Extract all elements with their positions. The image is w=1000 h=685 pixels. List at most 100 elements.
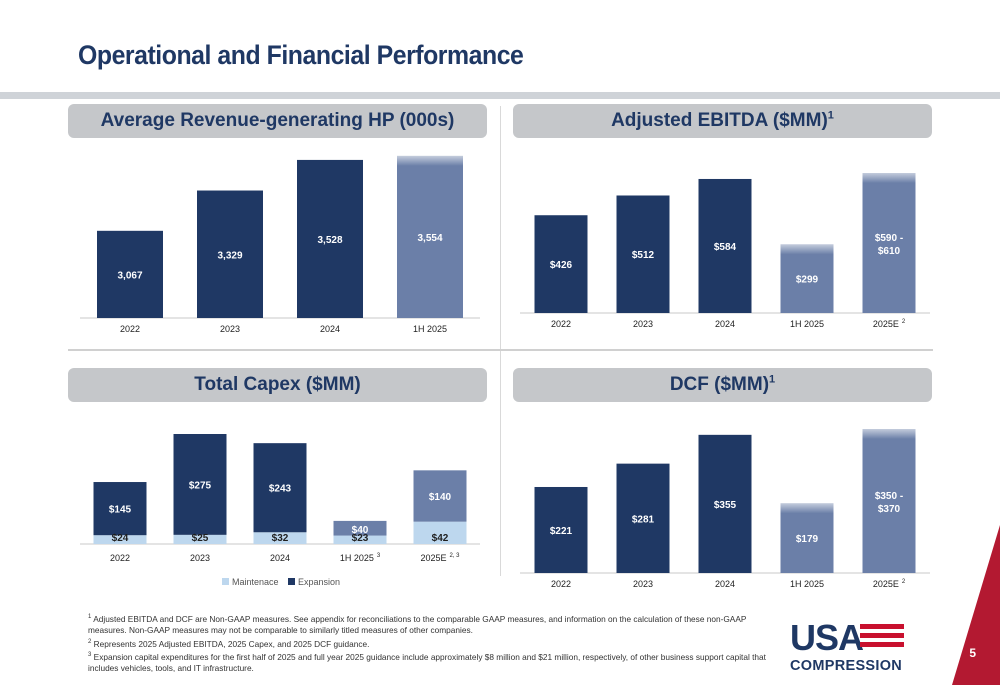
footnotes: 1 Adjusted EBITDA and DCF are Non-GAAP m… — [88, 612, 778, 675]
expansion-bar-1 — [173, 434, 227, 535]
x-tick-label-0: 2022 — [551, 319, 571, 329]
legend-swatch-maintenance — [222, 578, 229, 585]
dcf-data-label-4: $350 -$370 — [875, 491, 903, 515]
dcf-heading-text: DCF ($MM) — [669, 374, 770, 395]
ebitda-data-label-2: $584 — [714, 242, 737, 253]
bar-group-3 — [780, 244, 834, 313]
dcf-heading-sup: 1 — [769, 373, 776, 386]
logo-flag-stripes — [860, 624, 904, 651]
logo-usa-text: USA — [790, 617, 864, 658]
vertical-divider — [500, 106, 501, 576]
bar-3 — [780, 244, 834, 313]
corner-accent — [952, 525, 1000, 685]
dcf-data-label-1: $281 — [632, 514, 655, 525]
bar-1 — [197, 190, 263, 318]
x-tick-label-1: 2023 — [220, 324, 240, 334]
bar-1 — [616, 195, 670, 313]
expansion-label-2: $243 — [269, 484, 292, 495]
x-tick-label-4: 2025E 2 — [873, 319, 906, 329]
footnote-3-text: Expansion capital expenditures for the f… — [88, 651, 766, 674]
bar-group-4 — [862, 173, 916, 313]
x-tick-label-2: 2024 — [715, 319, 735, 329]
expansion-label-0: $145 — [109, 505, 132, 516]
footnote-1-sup: 1 — [88, 614, 92, 620]
maintenance-bar-0 — [93, 535, 147, 544]
bar-0 — [534, 215, 588, 313]
ebitda-heading-sup: 1 — [827, 109, 834, 122]
dcf-data-label-3: $179 — [796, 534, 819, 545]
ebitda-data-label-3: $299 — [796, 275, 819, 286]
expansion-label-3: $40 — [352, 525, 369, 536]
logo-compression-text: COMPRESSION — [790, 658, 903, 674]
x-tick-label-4: 2025E 2 — [873, 579, 906, 589]
title-rule — [0, 92, 1000, 99]
page-title: Operational and Financial Performance — [78, 40, 524, 70]
bar-group-1 — [197, 190, 263, 318]
x-tick-label-1: 2023 — [190, 553, 210, 563]
bar-group-2 — [698, 178, 752, 313]
bar-4 — [862, 429, 916, 573]
bar-group-1 — [616, 463, 670, 573]
bar-4 — [862, 173, 916, 313]
ebitda-bar-chart: $426 2022 $512 2023 $584 2024 $299 1H 2025 $590 … — [520, 173, 930, 329]
expansion-bar-2 — [253, 443, 307, 533]
maintenance-label-0: $24 — [112, 533, 129, 544]
bar-group-4 — [862, 429, 916, 573]
maintenance-bar-2 — [253, 532, 307, 544]
expansion-label-1: $275 — [189, 480, 212, 491]
capex-panel-heading: Total Capex ($MM) — [68, 368, 487, 402]
maintenance-label-3: $23 — [352, 533, 369, 544]
bar-2 — [698, 178, 752, 313]
x-tick-label-2: 2024 — [320, 324, 340, 334]
footnote-1-text: Adjusted EBITDA and DCF are Non-GAAP mea… — [88, 613, 747, 636]
x-tick-sup-3: 3 — [377, 553, 381, 559]
x-tick-label-1: 2023 — [633, 579, 653, 589]
bar-group-0 — [534, 486, 588, 573]
bar-group-1 — [616, 195, 670, 313]
ebitda-data-label-0: $426 — [550, 260, 573, 271]
bar-group-0 — [534, 215, 588, 313]
x-tick-sup-4: 2 — [902, 579, 906, 585]
footnote-2-text: Represents 2025 Adjusted EBITDA, 2025 Ca… — [93, 638, 370, 649]
ebitda-data-label-1: $512 — [632, 250, 655, 261]
x-tick-sup-4: 2, 3 — [450, 553, 461, 559]
bar-0 — [534, 486, 588, 573]
bar-2 — [297, 159, 363, 318]
bar-highlight-3 — [397, 155, 463, 166]
legend-swatch-expansion — [288, 578, 295, 585]
hp-heading-text: Average Revenue-generating HP (000s) — [100, 110, 455, 131]
bar-1 — [616, 463, 670, 573]
x-tick-sup-4: 2 — [902, 319, 906, 325]
hp-data-label-2: 3,528 — [317, 235, 342, 246]
legend-label-maintenance: Maintenace — [232, 577, 279, 587]
footnote-3: 3 Expansion capital expenditures for the… — [88, 650, 778, 675]
maintenance-label-2: $32 — [272, 533, 289, 544]
bar-group-2 — [297, 159, 363, 318]
maintenance-bar-3 — [333, 535, 387, 544]
maintenance-label-4: $42 — [432, 533, 449, 544]
maintenance-bar-1 — [173, 534, 227, 544]
bar-highlight-3 — [780, 244, 834, 255]
x-tick-label-2: 2024 — [270, 553, 290, 563]
maintenance-label-1: $25 — [192, 533, 209, 544]
maintenance-bar-4 — [413, 521, 467, 544]
x-tick-label-2: 2024 — [715, 579, 735, 589]
dcf-panel-heading: DCF ($MM)1 — [513, 368, 932, 402]
x-tick-label-4: 2025E 2, 3 — [420, 553, 460, 563]
ebitda-data-label-4: $590 -$610 — [875, 233, 903, 257]
bar-3 — [780, 503, 834, 573]
capex-heading-text: Total Capex ($MM) — [194, 374, 361, 395]
hp-data-label-1: 3,329 — [217, 250, 242, 261]
dcf-bar-chart: $221 2022 $281 2023 $355 2024 $179 1H 2025 $350 … — [520, 429, 930, 589]
bar-group-3 — [780, 503, 834, 573]
dcf-data-label-2: $355 — [714, 500, 737, 511]
bar-2 — [698, 434, 752, 573]
x-tick-label-1: 2023 — [633, 319, 653, 329]
usa-compression-logo: USA COMPRESSION — [790, 620, 910, 676]
hp-data-label-0: 3,067 — [117, 270, 142, 281]
footnote-1: 1 Adjusted EBITDA and DCF are Non-GAAP m… — [88, 612, 778, 637]
bar-highlight-4 — [862, 173, 916, 183]
x-tick-label-3: 1H 2025 — [790, 579, 824, 589]
x-tick-label-0: 2022 — [110, 553, 130, 563]
page-number: 5 — [969, 646, 976, 660]
